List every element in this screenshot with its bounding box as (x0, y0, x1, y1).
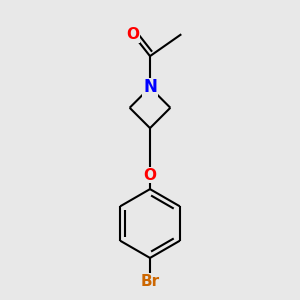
Text: N: N (143, 78, 157, 96)
Text: Br: Br (140, 274, 160, 289)
Text: O: O (126, 27, 139, 42)
Text: O: O (143, 167, 157, 182)
